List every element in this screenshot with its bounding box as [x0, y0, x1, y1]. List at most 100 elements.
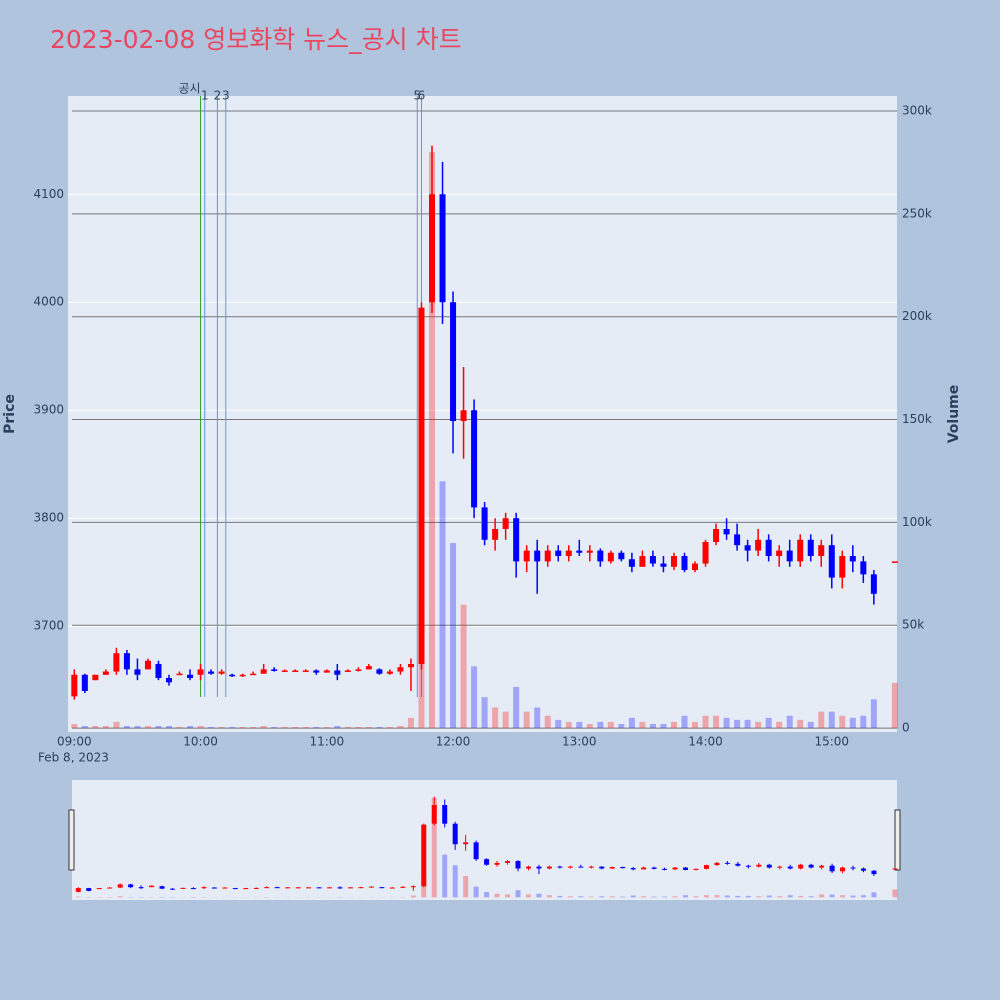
volume-bar: [102, 726, 109, 729]
mini-candle-body: [567, 866, 573, 868]
candle-body: [165, 678, 172, 683]
y-tick-label: 4000: [33, 295, 64, 309]
mini-candle-body: [651, 867, 657, 869]
range-handle[interactable]: [68, 809, 75, 871]
candle-body: [123, 653, 130, 670]
y-tick-label: 3800: [33, 511, 64, 525]
mini-candle-body: [274, 887, 280, 889]
y-tick-label: 4100: [33, 187, 64, 201]
candle-body: [155, 663, 162, 679]
mini-candle-body: [211, 887, 217, 889]
candle-body: [134, 669, 141, 675]
candle-body: [471, 410, 478, 508]
mini-volume-bar: [75, 896, 81, 898]
candle-body: [586, 550, 593, 553]
mini-candle-body: [787, 866, 793, 869]
mini-candle-body: [128, 884, 134, 888]
mini-volume-bar: [693, 896, 699, 898]
candle-body: [281, 670, 288, 672]
candle-body: [681, 555, 688, 571]
volume-bar: [544, 715, 551, 729]
chart-title: 2023-02-08 영보화학 뉴스_공시 차트: [50, 25, 462, 54]
y2-tick-label: 0: [902, 721, 910, 735]
mini-candle-body: [222, 887, 228, 889]
candle-body: [397, 667, 404, 672]
volume-bar: [218, 727, 225, 729]
volume-bar: [786, 715, 793, 729]
mini-volume-bar: [840, 895, 846, 898]
mini-candle-body: [850, 867, 856, 869]
volume-bar: [523, 711, 530, 729]
candle-body: [744, 545, 751, 551]
mini-volume-bar: [117, 896, 123, 898]
mini-volume-bar: [777, 896, 783, 898]
candle-body: [870, 574, 877, 594]
candle-body: [891, 561, 898, 563]
volume-bar: [407, 717, 414, 729]
mini-candle-body: [494, 862, 500, 865]
candle-body: [450, 302, 457, 422]
volume-bar: [197, 726, 204, 729]
candle-body: [218, 671, 225, 674]
candle-body: [670, 555, 677, 567]
candle-body: [776, 550, 783, 556]
volume-bar: [429, 152, 436, 729]
x-date-label: Feb 8, 2023: [38, 751, 109, 765]
mini-volume-bar: [442, 854, 448, 898]
volume-bar: [144, 726, 151, 729]
mini-candle-body: [232, 888, 238, 890]
mini-candle-body: [295, 887, 301, 889]
mini-volume-bar: [808, 896, 814, 898]
candle-body: [481, 507, 488, 540]
candle-body: [713, 528, 720, 542]
volume-bar: [565, 721, 572, 729]
candle-body: [723, 528, 730, 535]
mini-candle-body: [829, 865, 835, 872]
volume-bar: [355, 727, 362, 729]
mini-volume-bar: [525, 894, 531, 898]
volume-bar: [807, 721, 814, 729]
volume-bar: [165, 726, 172, 729]
mini-candle-body: [588, 866, 594, 868]
volume-bar: [755, 721, 762, 729]
y2-tick-label: 300k: [902, 104, 932, 118]
mini-volume-bar: [724, 895, 730, 898]
mini-candle-body: [442, 804, 448, 824]
candle-body: [544, 550, 551, 562]
volume-bar: [586, 723, 593, 729]
candle-body: [292, 670, 299, 672]
volume-bar: [639, 721, 646, 729]
candle-body: [618, 552, 625, 560]
candle-body: [765, 539, 772, 556]
candle-body: [460, 410, 467, 422]
mini-candle-body: [264, 887, 270, 889]
range-handle[interactable]: [894, 809, 901, 871]
volume-bar: [176, 727, 183, 729]
volume-bar: [891, 682, 898, 729]
mini-volume-bar: [630, 895, 636, 898]
mini-candle-body: [306, 887, 312, 889]
volume-bar: [702, 715, 709, 729]
annotation-label: 3: [222, 89, 230, 103]
candle-body: [92, 674, 99, 681]
x-tick-label: 11:00: [310, 735, 345, 749]
range-slider[interactable]: [72, 780, 897, 900]
volume-bar: [534, 707, 541, 729]
y2-tick-label: 250k: [902, 206, 932, 220]
volume-bar: [260, 726, 267, 729]
volume-bar: [828, 711, 835, 729]
volume-bar: [818, 711, 825, 729]
volume-bar: [113, 721, 120, 729]
volume-bar: [797, 719, 804, 729]
volume-bar: [481, 697, 488, 729]
mini-candle-body: [860, 868, 866, 871]
candle-body: [407, 663, 414, 668]
candle-body: [313, 670, 320, 673]
volume-bar: [670, 721, 677, 729]
mini-candle-body: [285, 887, 291, 889]
mini-volume-bar: [860, 895, 866, 898]
mini-candle-body: [107, 887, 113, 889]
y2-tick-label: 50k: [902, 618, 924, 632]
candle-body: [565, 550, 572, 556]
mini-candle-body: [735, 863, 741, 866]
